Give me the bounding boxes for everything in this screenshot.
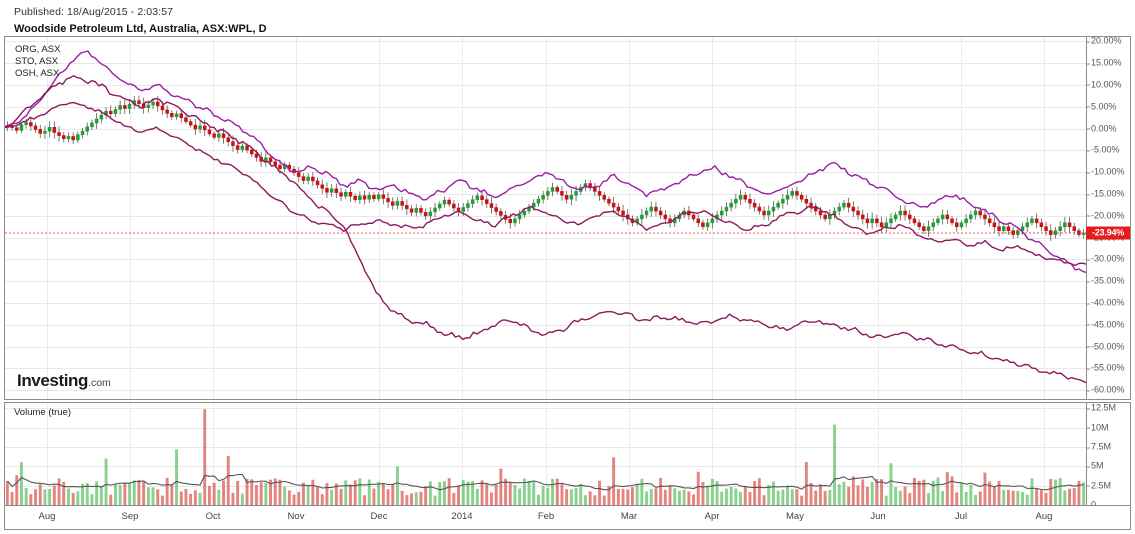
time-axis-tick: Nov xyxy=(287,511,305,522)
time-axis-tick: Dec xyxy=(370,511,388,522)
price-axis-tick: -45.00% xyxy=(1087,319,1125,330)
volume-series-svg xyxy=(5,409,1086,505)
price-right-axis[interactable]: 20.00% 15.00% 10.00% 5.00% 0.00% -5.00% -10.00… xyxy=(1086,35,1130,399)
volume-plot-area[interactable] xyxy=(5,403,1086,505)
page-title: Woodside Petroleum Ltd, Australia, ASX:W… xyxy=(14,23,267,35)
time-axis-tick: Oct xyxy=(205,511,221,522)
time-axis-tick: Feb xyxy=(537,511,555,522)
time-axis-tick: Apr xyxy=(704,511,720,522)
time-axis-tick: 2014 xyxy=(451,511,473,522)
price-plot-area[interactable] xyxy=(5,37,1086,399)
volume-axis-tick: 0 xyxy=(1086,499,1097,510)
time-axis[interactable]: Aug Sep Oct Nov Dec 2014 Feb Mar Apr May Jun Jul Aug xyxy=(4,506,1131,530)
price-axis-tick: -40.00% xyxy=(1087,297,1125,308)
volume-axis-tick: 5M xyxy=(1087,460,1104,471)
comparison-line-org xyxy=(5,50,1086,274)
price-series-svg xyxy=(5,50,1086,384)
time-axis-tick: Jun xyxy=(870,511,886,522)
investing-logo: Investing.com xyxy=(17,371,111,391)
brand-name: Investing xyxy=(17,371,89,390)
time-axis-tick: Sep xyxy=(121,511,139,522)
legend-item-sto: STO, ASX xyxy=(15,56,59,68)
time-axis-tick: Jul xyxy=(954,511,968,522)
volume-right-axis[interactable]: 12.5M 10M 7.5M 5M 2.5M 0 xyxy=(1086,402,1130,509)
time-axis-tick: May xyxy=(786,511,804,522)
volume-axis-tick: 2.5M xyxy=(1086,480,1112,491)
price-axis-tick: -20.00% xyxy=(1087,210,1125,221)
published-timestamp: Published: 18/Aug/2015 - 2:03:57 xyxy=(14,6,174,18)
series-legend: ORG, ASX STO, ASX OSH, ASX xyxy=(15,44,60,81)
price-axis-tick: -30.00% xyxy=(1087,253,1125,264)
price-axis-tick: -15.00% xyxy=(1087,188,1125,199)
volume-axis-tick: 12.5M xyxy=(1086,402,1117,413)
price-axis-tick: -5.00% xyxy=(1087,144,1120,155)
price-axis-tick: 15.00% xyxy=(1087,57,1122,68)
volume-panel-title: Volume (true) xyxy=(14,407,72,418)
time-axis-tick: Mar xyxy=(620,511,638,522)
price-axis-tick: -60.00% xyxy=(1087,384,1125,395)
price-axis-tick: 0.00% xyxy=(1087,123,1117,134)
price-axis-tick: 10.00% xyxy=(1087,79,1122,90)
price-axis-tick: -55.00% xyxy=(1087,362,1125,373)
comparison-line-osh xyxy=(5,75,1086,384)
volume-chart-panel[interactable]: Volume (true) 12.5M 10M 7.5M 5M 2.5M 0 xyxy=(4,402,1131,509)
price-axis-tick: -10.00% xyxy=(1087,166,1125,177)
time-axis-tick: Aug xyxy=(38,511,56,522)
price-axis-tick: -50.00% xyxy=(1087,341,1125,352)
price-chart-panel[interactable]: ORG, ASX STO, ASX OSH, ASX Investing.com… xyxy=(4,36,1131,400)
volume-axis-tick: 7.5M xyxy=(1086,441,1112,452)
legend-item-osh: OSH, ASX xyxy=(15,68,60,80)
brand-suffix: .com xyxy=(88,377,111,389)
last-price-flag: -23.94% xyxy=(1086,226,1130,240)
volume-moving-average xyxy=(6,473,1084,491)
comparison-line-sto xyxy=(5,101,1086,267)
price-axis-tick: -35.00% xyxy=(1087,275,1125,286)
time-axis-tick: Aug xyxy=(1035,511,1053,522)
price-axis-tick: 20.00% xyxy=(1087,35,1122,46)
price-axis-tick: 5.00% xyxy=(1087,101,1117,112)
legend-item-org: ORG, ASX xyxy=(15,44,61,55)
volume-axis-tick: 10M xyxy=(1087,422,1109,433)
